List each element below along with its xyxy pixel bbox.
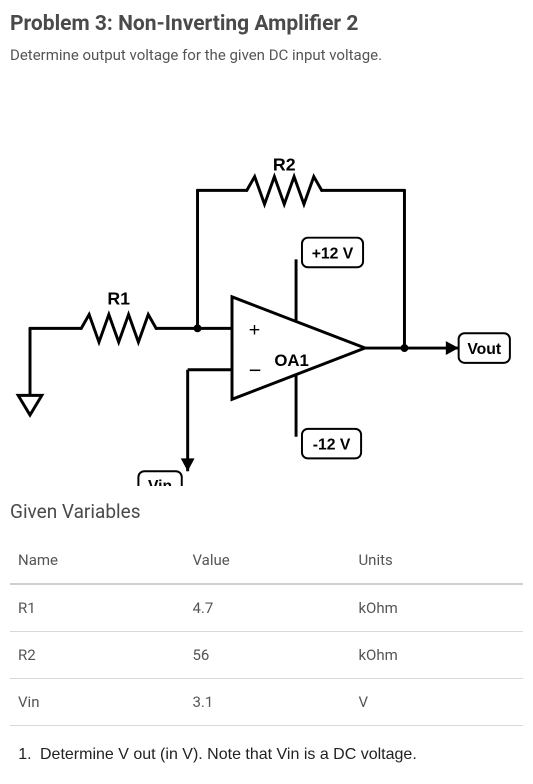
cell-units: kOhm xyxy=(350,584,523,632)
cell-value: 56 xyxy=(184,632,350,679)
cell-units: kOhm xyxy=(350,632,523,679)
question-list: Determine V out (in V). Note that Vin is… xyxy=(36,746,523,764)
cell-name: Vin xyxy=(10,679,184,726)
arrow-vin xyxy=(181,458,195,471)
problem-prompt: Determine output voltage for the given D… xyxy=(10,46,523,64)
node-plus-junction xyxy=(194,324,202,332)
variables-table: Name Value Units R1 4.7 kOhm R2 56 kOhm … xyxy=(10,537,523,726)
table-header-row: Name Value Units xyxy=(10,537,523,584)
cell-name: R2 xyxy=(10,632,184,679)
cell-value: 3.1 xyxy=(184,679,350,726)
cell-units: V xyxy=(350,679,523,726)
question-item: Determine V out (in V). Note that Vin is… xyxy=(36,746,523,764)
node-output-junction xyxy=(401,344,409,352)
col-name: Name xyxy=(10,537,184,584)
opamp-minus: − xyxy=(249,358,262,383)
circuit-diagram: R2 R1 + − OA1 +12 V -12 V Vout xyxy=(10,82,523,490)
vpos-label: +12 V xyxy=(312,245,354,262)
table-row: R1 4.7 kOhm xyxy=(10,584,523,632)
vneg-label: -12 V xyxy=(313,437,351,454)
variables-heading: Given Variables xyxy=(10,500,523,523)
col-value: Value xyxy=(184,537,350,584)
ground-icon xyxy=(18,395,42,415)
col-units: Units xyxy=(350,537,523,584)
cell-value: 4.7 xyxy=(184,584,350,632)
vin-label: Vin xyxy=(148,478,172,486)
opamp-triangle xyxy=(232,297,365,399)
vout-label: Vout xyxy=(467,341,502,358)
r2-label: R2 xyxy=(273,155,296,175)
arrow-vout xyxy=(446,341,459,355)
table-row: Vin 3.1 V xyxy=(10,679,523,726)
page-title: Problem 3: Non-Inverting Amplifier 2 xyxy=(10,12,523,36)
opamp-label: OA1 xyxy=(274,351,308,370)
table-row: R2 56 kOhm xyxy=(10,632,523,679)
r1-label: R1 xyxy=(107,289,130,309)
cell-name: R1 xyxy=(10,584,184,632)
opamp-plus: + xyxy=(249,319,261,341)
circuit-svg: R2 R1 + − OA1 +12 V -12 V Vout xyxy=(10,82,523,486)
